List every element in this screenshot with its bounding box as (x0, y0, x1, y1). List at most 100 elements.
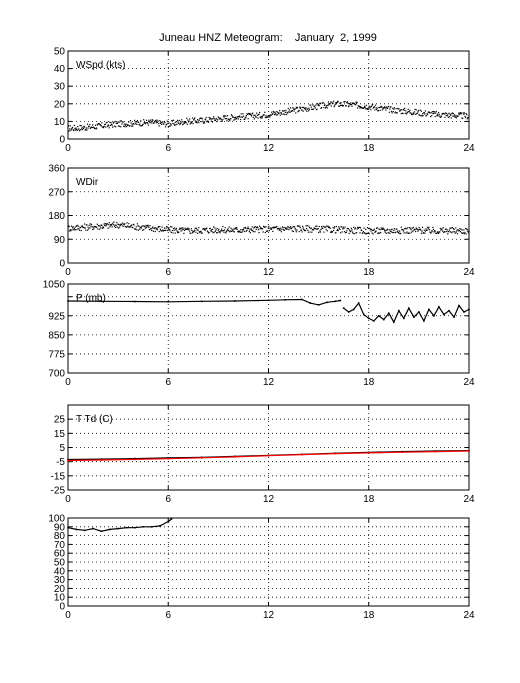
data-point (76, 129, 78, 131)
data-point (302, 225, 304, 228)
data-point (84, 129, 86, 131)
data-point (271, 111, 273, 113)
data-point (158, 123, 160, 125)
data-point (89, 227, 91, 229)
data-point (86, 123, 89, 125)
data-point (400, 112, 402, 115)
data-point (405, 110, 407, 112)
data-point (218, 228, 220, 231)
data-point (238, 230, 240, 232)
data-point (362, 313, 365, 316)
data-point (234, 300, 236, 302)
data-point (380, 106, 382, 109)
data-point (136, 223, 139, 225)
data-point (408, 227, 410, 229)
data-point (147, 124, 149, 126)
data-point (107, 124, 109, 126)
data-point (131, 224, 133, 226)
data-point (155, 227, 157, 229)
y-tick-label: 10 (54, 593, 66, 604)
data-point (304, 109, 307, 111)
data-point (334, 103, 336, 105)
data-point (112, 122, 114, 124)
data-point (328, 104, 330, 106)
data-point (205, 116, 207, 119)
data-point (462, 112, 464, 114)
data-point (175, 229, 177, 231)
data-point (452, 115, 454, 117)
y-tick-label: 40 (54, 64, 66, 75)
data-point (417, 230, 419, 232)
data-point (151, 122, 153, 124)
data-point (372, 320, 375, 322)
data-point (359, 232, 361, 234)
data-point (401, 109, 403, 111)
data-point (362, 107, 365, 109)
data-point (468, 115, 470, 117)
data-point (160, 123, 163, 125)
data-point (393, 229, 395, 232)
data-point (224, 229, 226, 231)
x-tick-label: 12 (263, 610, 275, 621)
data-point (362, 231, 365, 233)
data-point (373, 228, 375, 230)
data-point (102, 227, 105, 229)
data-point (335, 101, 337, 104)
data-point (368, 108, 370, 110)
data-point (330, 101, 332, 103)
data-point (388, 106, 390, 108)
data-point (234, 118, 236, 121)
data-point (215, 232, 218, 234)
data-point (212, 117, 214, 119)
data-point (351, 229, 353, 231)
data-point (89, 123, 91, 126)
data-point (398, 108, 400, 110)
data-point (186, 228, 188, 230)
data-point (384, 107, 386, 109)
data-point (142, 225, 144, 227)
data-point (168, 227, 170, 229)
data-point (291, 110, 293, 112)
data-point (86, 129, 88, 131)
data-point (419, 228, 421, 230)
data-point (435, 110, 437, 113)
data-point (298, 225, 300, 227)
data-point (438, 306, 440, 308)
data-point (436, 231, 439, 233)
y-tick-label: 20 (54, 99, 66, 110)
data-point (273, 113, 276, 116)
data-point (408, 111, 410, 113)
data-point (91, 126, 93, 129)
data-point (314, 107, 316, 109)
data-point (176, 230, 178, 232)
data-point (179, 227, 181, 229)
data-point (196, 229, 198, 231)
data-point (147, 225, 149, 227)
data-point (317, 104, 319, 106)
data-point (403, 232, 405, 234)
data-point (177, 231, 179, 233)
data-point (244, 118, 246, 120)
data-point (422, 115, 424, 117)
data-point (236, 228, 238, 231)
data-point (319, 102, 322, 104)
data-point (256, 226, 258, 228)
data-point (85, 128, 87, 131)
data-point (443, 113, 445, 115)
data-point (151, 227, 153, 229)
data-point (233, 117, 235, 119)
y-tick-label: 90 (54, 522, 66, 533)
data-point (403, 108, 405, 110)
data-point (85, 229, 87, 231)
data-point (369, 106, 371, 108)
data-point (373, 106, 375, 109)
data-point (394, 231, 397, 233)
data-point (420, 229, 422, 231)
data-point (184, 121, 186, 123)
data-point (459, 231, 461, 233)
data-point (306, 110, 308, 112)
data-point (367, 317, 370, 320)
y-tick-label: 180 (48, 211, 65, 222)
data-point (170, 518, 173, 520)
data-point (155, 119, 157, 122)
